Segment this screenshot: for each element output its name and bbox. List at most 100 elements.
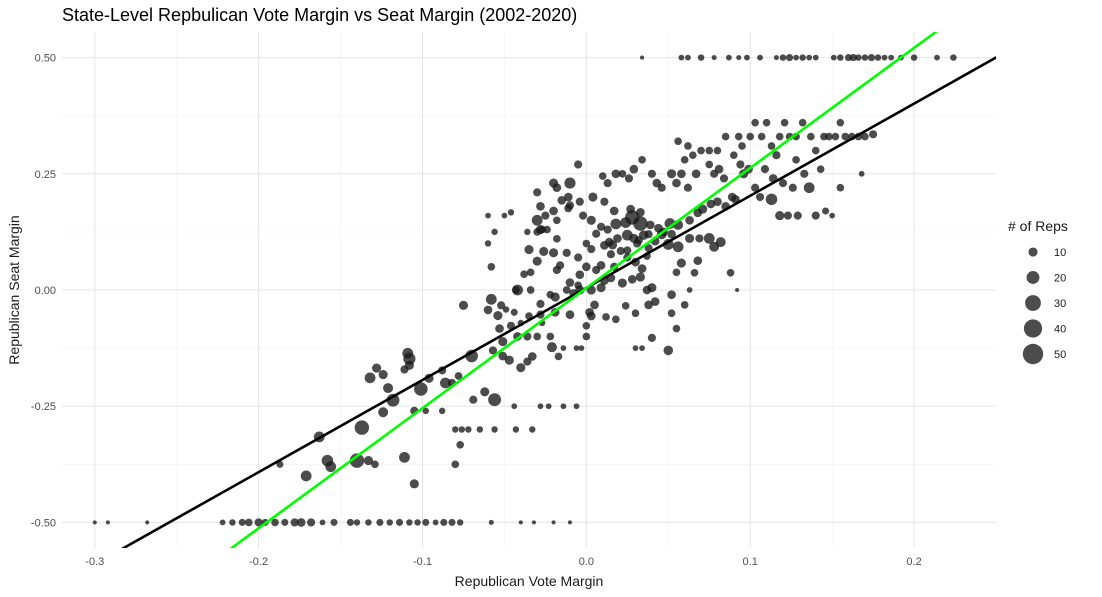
data-point [319, 519, 326, 526]
data-point [406, 519, 413, 526]
data-point [807, 132, 815, 141]
data-point [640, 55, 645, 60]
data-point [711, 55, 717, 61]
data-point [644, 300, 653, 310]
data-point [546, 342, 557, 353]
data-point [612, 315, 620, 324]
data-point [676, 258, 686, 268]
data-point [631, 309, 640, 318]
data-point [219, 519, 226, 526]
data-point [440, 377, 451, 389]
data-point [330, 518, 338, 526]
data-point [689, 151, 697, 160]
data-point [532, 256, 542, 266]
data-point [623, 246, 632, 255]
data-point [290, 518, 299, 527]
data-point [869, 130, 878, 139]
data-point [680, 301, 689, 309]
data-point [448, 518, 456, 526]
y-tick-label: 0.25 [35, 169, 56, 181]
data-point [516, 363, 526, 373]
data-point [881, 54, 888, 61]
legend-label: 10 [1054, 247, 1066, 259]
legend-label: 50 [1054, 349, 1066, 361]
data-point [574, 281, 582, 290]
data-point [698, 204, 708, 214]
data-point [686, 287, 693, 293]
data-point [672, 324, 681, 333]
data-point [617, 278, 627, 288]
data-point [775, 132, 784, 141]
data-point [537, 403, 544, 410]
data-point [683, 183, 693, 192]
data-point [549, 248, 559, 258]
data-point [672, 178, 681, 188]
data-point [545, 403, 552, 410]
legend-key-circle [1022, 343, 1044, 365]
data-point [621, 301, 630, 310]
legend-key-circle [1025, 295, 1041, 311]
data-point [564, 192, 573, 202]
data-point [491, 426, 498, 433]
data-point [606, 250, 616, 259]
data-point [562, 248, 571, 257]
data-point [469, 395, 478, 404]
data-point [565, 278, 575, 287]
data-point [836, 118, 845, 127]
data-point [296, 518, 306, 527]
data-point [553, 216, 561, 225]
y-tick-label: -0.25 [31, 401, 56, 413]
x-tick-label: -0.1 [413, 556, 432, 568]
data-point [485, 212, 491, 219]
data-point [378, 370, 388, 380]
data-point [562, 286, 571, 294]
data-point [635, 272, 645, 282]
data-point [793, 54, 799, 61]
data-point [403, 352, 416, 365]
data-point [667, 229, 676, 239]
data-point [414, 519, 421, 526]
data-point [238, 518, 246, 526]
data-point [639, 345, 645, 351]
chart-title: State-Level Repbulican Vote Margin vs Se… [62, 5, 577, 25]
data-point [488, 519, 494, 525]
legend-key-circle [1028, 247, 1038, 257]
data-point [365, 519, 372, 526]
data-point [672, 241, 684, 253]
data-point [874, 54, 882, 61]
data-point [523, 332, 532, 341]
data-point [647, 333, 656, 342]
data-point [618, 169, 627, 178]
data-point [582, 321, 591, 330]
data-point [484, 240, 492, 247]
data-point [837, 54, 844, 61]
data-point [624, 174, 634, 183]
data-point [586, 311, 596, 321]
data-point [825, 132, 833, 141]
legend-key-circle [1026, 271, 1040, 284]
data-point [573, 345, 580, 351]
data-point [493, 311, 503, 321]
data-point [697, 146, 705, 155]
data-point [400, 365, 409, 374]
data-point [552, 183, 562, 193]
y-tick-label: -0.50 [31, 517, 56, 529]
data-point [822, 207, 830, 215]
data-point [526, 286, 535, 294]
data-point [735, 287, 740, 293]
data-point [715, 237, 726, 248]
data-point [582, 239, 591, 248]
data-point [690, 268, 699, 277]
data-point [727, 192, 737, 202]
data-point [456, 519, 464, 526]
data-point [751, 118, 759, 127]
data-point [458, 300, 469, 310]
legend-label: 20 [1054, 273, 1066, 285]
data-point [684, 142, 692, 150]
data-point [780, 118, 789, 127]
legend: # of Reps 10 20 30 40 50 [1008, 218, 1068, 365]
data-point [757, 132, 766, 141]
data-point [855, 54, 862, 61]
data-point [680, 156, 689, 164]
data-point [510, 308, 518, 316]
